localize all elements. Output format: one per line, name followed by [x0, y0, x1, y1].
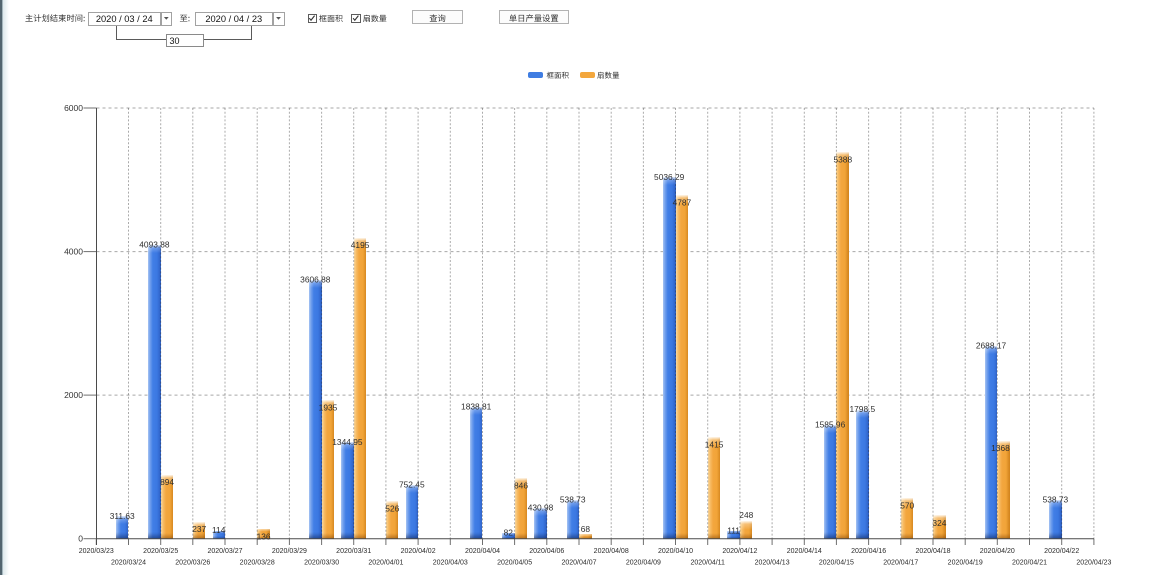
svg-text:2020/03/28: 2020/03/28: [240, 560, 275, 567]
svg-text:894: 894: [160, 477, 174, 487]
svg-text:248: 248: [739, 510, 753, 520]
svg-text:2020/04/06: 2020/04/06: [529, 548, 564, 555]
svg-text:1838.81: 1838.81: [461, 401, 492, 411]
svg-text:68: 68: [581, 524, 591, 534]
svg-text:2020/04/08: 2020/04/08: [594, 548, 629, 555]
svg-text:2020/03/29: 2020/03/29: [272, 548, 307, 555]
svg-text:324: 324: [932, 518, 946, 528]
svg-text:5388: 5388: [833, 154, 852, 164]
svg-text:114: 114: [212, 525, 226, 535]
svg-text:4195: 4195: [351, 240, 370, 250]
svg-text:3606.88: 3606.88: [300, 274, 331, 284]
svg-text:570: 570: [900, 500, 914, 510]
svg-text:136: 136: [257, 531, 271, 541]
svg-text:1415: 1415: [705, 440, 724, 450]
svg-text:2020/04/23: 2020/04/23: [1076, 560, 1111, 567]
svg-text:2020/03/25: 2020/03/25: [143, 548, 178, 555]
svg-text:2020/04/22: 2020/04/22: [1044, 548, 1079, 555]
svg-text:2020/04/20: 2020/04/20: [980, 548, 1015, 555]
svg-text:1344.95: 1344.95: [332, 437, 363, 447]
svg-text:2020/04/02: 2020/04/02: [401, 548, 436, 555]
svg-text:2020/04/01: 2020/04/01: [368, 560, 403, 567]
svg-text:2020/04/13: 2020/04/13: [755, 560, 790, 567]
svg-text:0: 0: [78, 534, 83, 544]
svg-text:5036.29: 5036.29: [654, 172, 685, 182]
svg-text:4093.88: 4093.88: [139, 239, 170, 249]
svg-text:2000: 2000: [64, 390, 83, 400]
svg-text:2020/04/21: 2020/04/21: [1012, 560, 1047, 567]
svg-text:4000: 4000: [64, 247, 83, 257]
svg-text:1935: 1935: [319, 402, 338, 412]
svg-text:82: 82: [504, 527, 514, 537]
svg-text:2020/03/31: 2020/03/31: [336, 548, 371, 555]
svg-text:526: 526: [385, 503, 399, 513]
svg-text:6000: 6000: [64, 103, 83, 113]
svg-text:2020/03/30: 2020/03/30: [304, 560, 339, 567]
svg-text:2020/04/12: 2020/04/12: [722, 548, 757, 555]
svg-text:2020/04/14: 2020/04/14: [787, 548, 822, 555]
svg-text:2020/03/24: 2020/03/24: [111, 560, 146, 567]
svg-text:2020/04/04: 2020/04/04: [465, 548, 500, 555]
svg-text:237: 237: [192, 524, 206, 534]
svg-text:2020/04/10: 2020/04/10: [658, 548, 693, 555]
svg-text:2020/04/05: 2020/04/05: [497, 560, 532, 567]
svg-text:2020/04/16: 2020/04/16: [851, 548, 886, 555]
svg-text:2020/03/26: 2020/03/26: [175, 560, 210, 567]
svg-text:311.63: 311.63: [110, 511, 135, 521]
svg-text:1585.96: 1585.96: [815, 420, 846, 430]
svg-text:752.45: 752.45: [399, 479, 425, 489]
svg-text:2020/04/17: 2020/04/17: [883, 560, 918, 567]
svg-text:4787: 4787: [673, 198, 692, 208]
svg-text:1798.5: 1798.5: [849, 404, 875, 414]
svg-text:2020/03/27: 2020/03/27: [207, 548, 242, 555]
svg-text:538.73: 538.73: [1043, 495, 1069, 505]
svg-text:2020/04/09: 2020/04/09: [626, 560, 661, 567]
svg-text:1368: 1368: [991, 443, 1010, 453]
svg-text:430.98: 430.98: [528, 502, 554, 512]
svg-text:2020/03/23: 2020/03/23: [79, 548, 114, 555]
svg-text:538.73: 538.73: [560, 495, 586, 505]
svg-text:2020/04/11: 2020/04/11: [690, 560, 725, 567]
svg-text:2020/04/03: 2020/04/03: [433, 560, 468, 567]
svg-text:2020/04/07: 2020/04/07: [561, 560, 596, 567]
svg-text:2020/04/18: 2020/04/18: [915, 548, 950, 555]
svg-text:2020/04/15: 2020/04/15: [819, 560, 854, 567]
svg-text:2020/04/19: 2020/04/19: [948, 560, 983, 567]
svg-text:2688.17: 2688.17: [976, 340, 1007, 350]
svg-text:111: 111: [727, 525, 740, 535]
svg-text:846: 846: [514, 481, 528, 491]
